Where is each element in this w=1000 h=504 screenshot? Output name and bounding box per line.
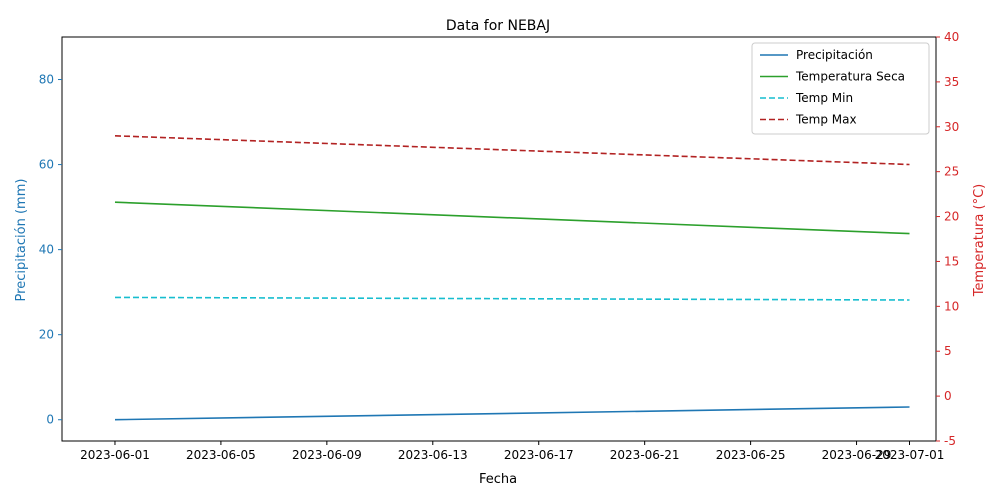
plot-frame: [61, 36, 937, 442]
series-line-4: [114, 135, 910, 166]
series-line-1: [114, 406, 910, 421]
right-y-tick-label: 5: [944, 344, 952, 358]
right-y-tick-label: 40: [944, 30, 959, 44]
right-y-tick-label: 35: [944, 75, 959, 89]
x-tick-label: 2023-06-13: [398, 448, 468, 462]
chart-title: Data for NEBAJ: [446, 18, 550, 34]
x-tick-label: 2023-06-01: [80, 448, 150, 462]
left-y-tick-label: 0: [46, 413, 54, 427]
right-y-axis-label: Temperatura (°C): [972, 184, 987, 297]
x-tick-label: 2023-06-29: [822, 448, 892, 462]
legend-label-4: Temp Max: [795, 113, 857, 127]
right-y-tick-label: 10: [944, 299, 959, 313]
left-y-tick-label: 20: [39, 328, 54, 342]
left-y-tick-label: 60: [39, 158, 54, 172]
right-y-tick-label: 15: [944, 254, 959, 268]
left-y-tick-label: 40: [39, 243, 54, 257]
x-tick-label: 2023-06-21: [610, 448, 680, 462]
right-y-tick-label: -5: [944, 434, 956, 448]
x-tick-label: 2023-06-17: [504, 448, 574, 462]
legend-box: [751, 42, 930, 135]
x-tick-label: 2023-06-05: [186, 448, 256, 462]
x-tick-label: 2023-06-09: [292, 448, 362, 462]
right-y-tick-label: 25: [944, 165, 959, 179]
legend-label-1: Precipitación: [796, 48, 873, 62]
right-y-tick-label: 0: [944, 389, 952, 403]
right-y-tick-label: 30: [944, 120, 959, 134]
legend-label-2: Temperatura Seca: [795, 70, 905, 84]
legend-label-3: Temp Min: [795, 91, 853, 105]
x-tick-label: 2023-07-01: [875, 448, 945, 462]
left-y-axis-label: Precipitación (mm): [14, 179, 29, 302]
series-line-3: [114, 296, 910, 301]
series-line-2: [114, 201, 910, 235]
x-axis-label: Fecha: [479, 472, 517, 487]
right-y-tick-label: 20: [944, 210, 959, 224]
x-tick-label: 2023-06-25: [716, 448, 786, 462]
left-y-tick-label: 80: [39, 73, 54, 87]
